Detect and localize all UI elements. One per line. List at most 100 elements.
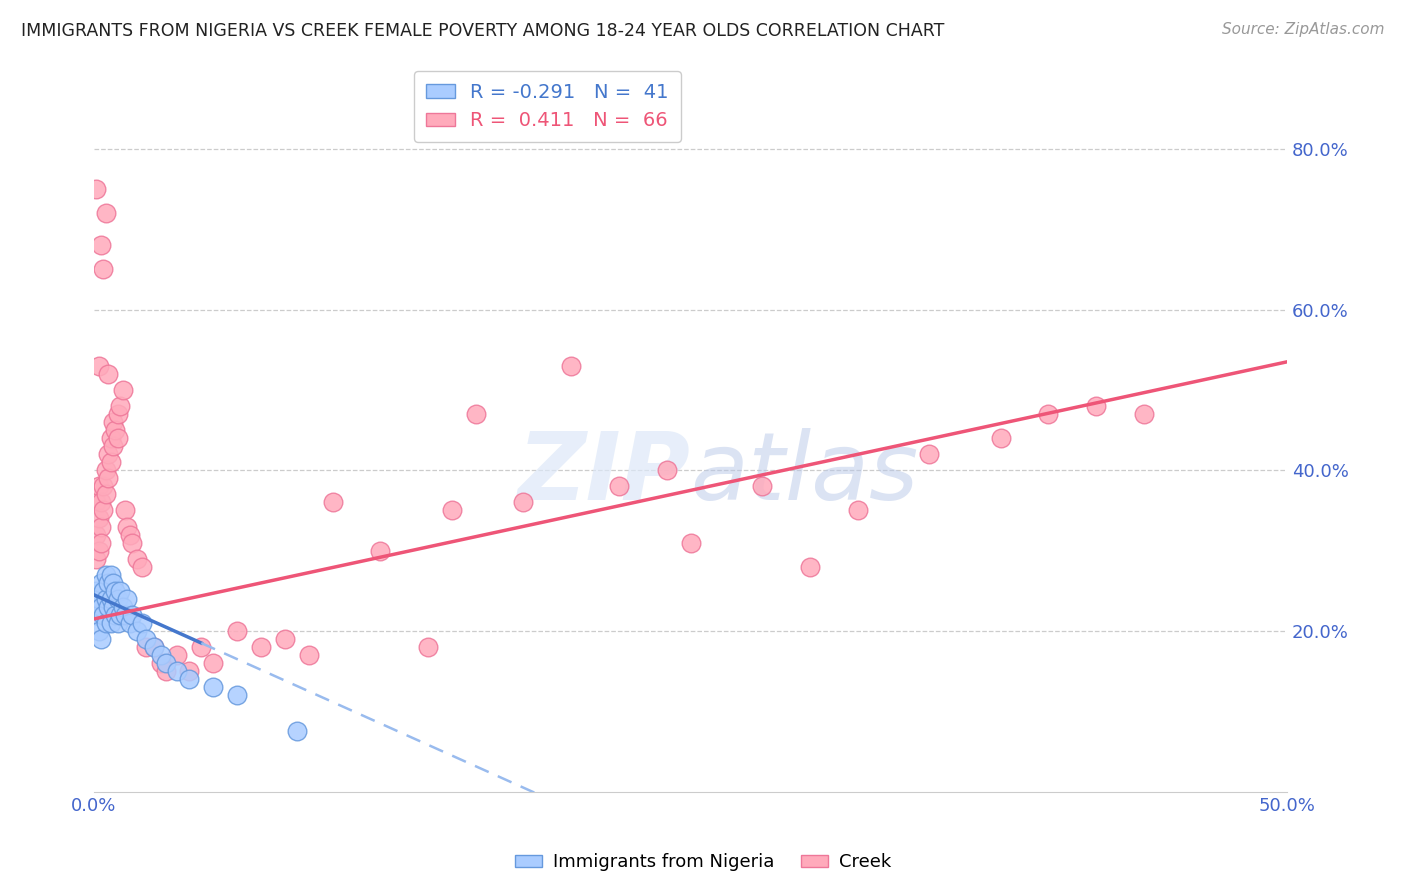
Point — [90, 495, 112, 509]
Point — [90, 535, 112, 549]
Point — [107, 615, 129, 630]
Point — [990, 431, 1012, 445]
Point — [142, 640, 165, 654]
Point — [155, 664, 177, 678]
Point — [100, 615, 122, 630]
Point — [751, 479, 773, 493]
Point — [86, 527, 108, 541]
Point — [135, 632, 157, 646]
Point — [179, 664, 201, 678]
Point — [107, 431, 129, 445]
Point — [121, 607, 143, 622]
Point — [93, 262, 115, 277]
Point — [166, 648, 188, 662]
Point — [918, 447, 941, 461]
Point — [250, 640, 273, 654]
Point — [104, 583, 127, 598]
Point — [274, 632, 297, 646]
Legend: Immigrants from Nigeria, Creek: Immigrants from Nigeria, Creek — [508, 847, 898, 879]
Point — [97, 471, 120, 485]
Point — [94, 463, 117, 477]
Point — [166, 664, 188, 678]
Point — [679, 535, 702, 549]
Point — [94, 591, 117, 606]
Point — [97, 367, 120, 381]
Point — [655, 463, 678, 477]
Point — [131, 559, 153, 574]
Legend: R = -0.291   N =  41, R =  0.411   N =  66: R = -0.291 N = 41, R = 0.411 N = 66 — [413, 71, 681, 142]
Point — [512, 495, 534, 509]
Point — [1038, 407, 1060, 421]
Point — [90, 599, 112, 614]
Point — [135, 640, 157, 654]
Point — [117, 519, 139, 533]
Point — [97, 447, 120, 461]
Point — [101, 575, 124, 590]
Point — [202, 680, 225, 694]
Point — [114, 503, 136, 517]
Point — [94, 206, 117, 220]
Point — [117, 591, 139, 606]
Point — [90, 632, 112, 646]
Point — [118, 615, 141, 630]
Point — [101, 599, 124, 614]
Point — [111, 383, 134, 397]
Point — [149, 648, 172, 662]
Point — [1085, 399, 1108, 413]
Point — [90, 238, 112, 252]
Text: IMMIGRANTS FROM NIGERIA VS CREEK FEMALE POVERTY AMONG 18-24 YEAR OLDS CORRELATIO: IMMIGRANTS FROM NIGERIA VS CREEK FEMALE … — [21, 22, 945, 40]
Point — [90, 575, 112, 590]
Point — [155, 656, 177, 670]
Point — [440, 503, 463, 517]
Point — [799, 559, 821, 574]
Point — [100, 591, 122, 606]
Point — [149, 656, 172, 670]
Text: Source: ZipAtlas.com: Source: ZipAtlas.com — [1222, 22, 1385, 37]
Point — [111, 599, 134, 614]
Text: atlas: atlas — [690, 428, 918, 519]
Point — [464, 407, 486, 421]
Point — [87, 543, 110, 558]
Point — [87, 359, 110, 373]
Text: ZIP: ZIP — [517, 427, 690, 519]
Point — [118, 527, 141, 541]
Point — [1133, 407, 1156, 421]
Point — [108, 399, 131, 413]
Point — [93, 503, 115, 517]
Point — [94, 567, 117, 582]
Point — [86, 583, 108, 598]
Point — [104, 423, 127, 437]
Point — [416, 640, 439, 654]
Point — [100, 567, 122, 582]
Point — [93, 583, 115, 598]
Point — [86, 607, 108, 622]
Point — [101, 415, 124, 429]
Point — [97, 575, 120, 590]
Point — [101, 439, 124, 453]
Point — [107, 591, 129, 606]
Point — [87, 511, 110, 525]
Point — [285, 724, 308, 739]
Point — [100, 431, 122, 445]
Point — [104, 607, 127, 622]
Point — [114, 607, 136, 622]
Point — [121, 535, 143, 549]
Point — [368, 543, 391, 558]
Point — [846, 503, 869, 517]
Point — [86, 182, 108, 196]
Point — [179, 672, 201, 686]
Point — [560, 359, 582, 373]
Point — [322, 495, 344, 509]
Point — [202, 656, 225, 670]
Point — [142, 640, 165, 654]
Point — [607, 479, 630, 493]
Point — [87, 591, 110, 606]
Point — [90, 519, 112, 533]
Point — [93, 607, 115, 622]
Point — [87, 479, 110, 493]
Point — [107, 407, 129, 421]
Point — [94, 615, 117, 630]
Point — [86, 551, 108, 566]
Point — [87, 624, 110, 638]
Point — [125, 551, 148, 566]
